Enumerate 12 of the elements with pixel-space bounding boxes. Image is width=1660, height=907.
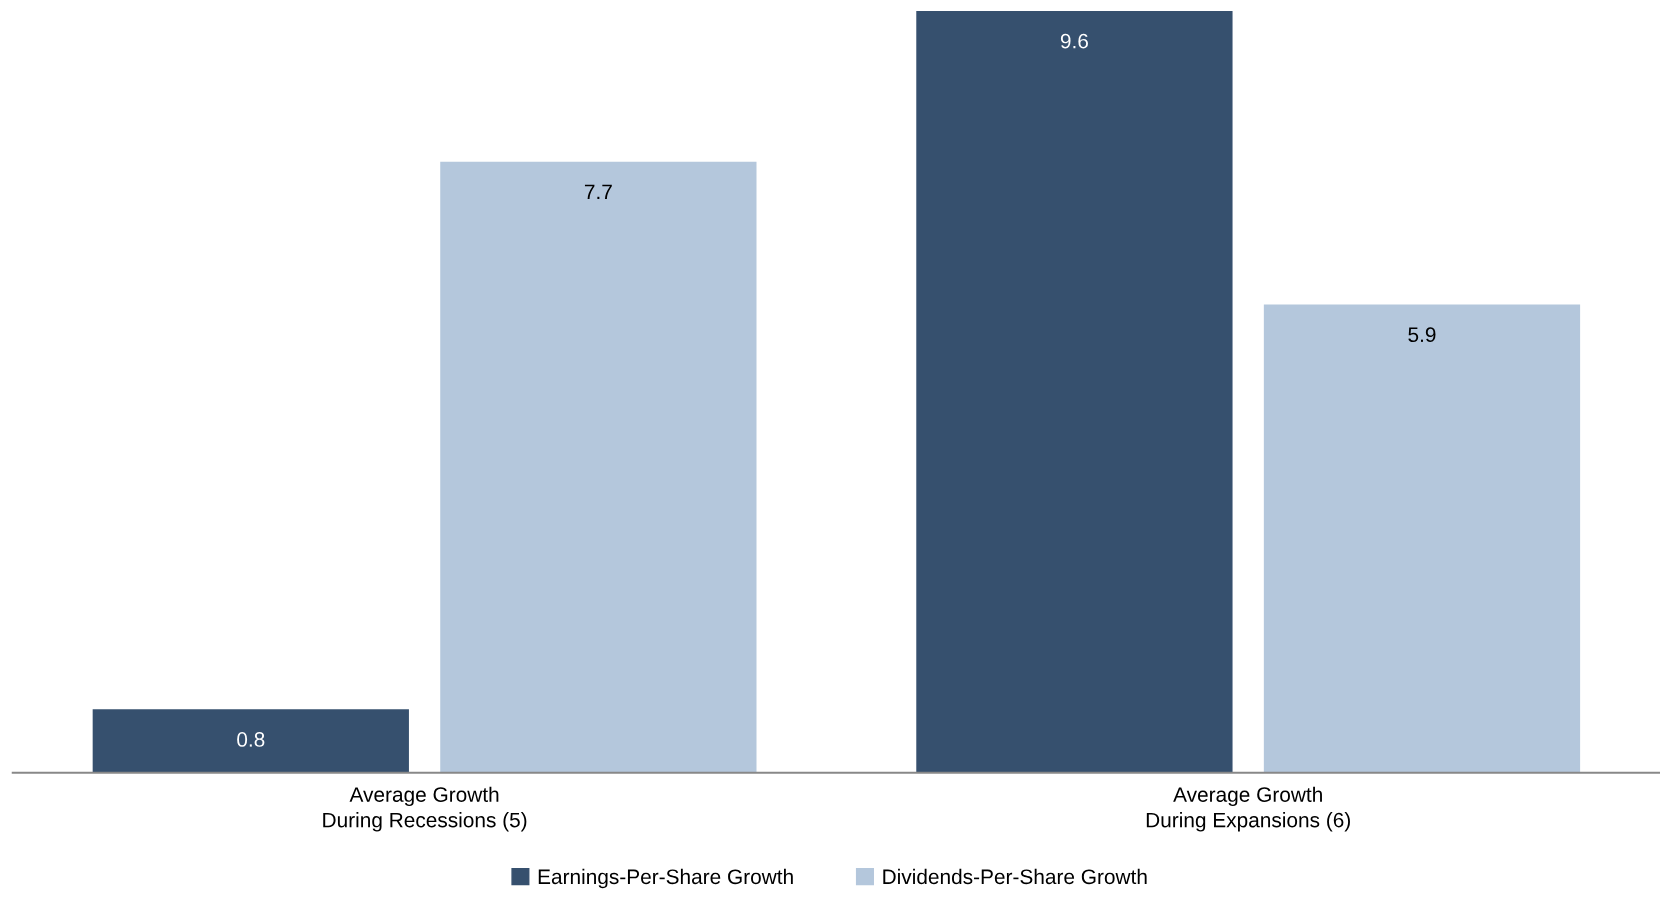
bar	[92, 709, 409, 773]
bar	[1263, 304, 1581, 773]
bar	[916, 10, 1233, 773]
x-tick-label: Average Growth During Recessions (5)	[323, 786, 527, 832]
data-label: 7.7	[584, 184, 612, 200]
legend-label: Dividends-Per-Share Growth	[883, 868, 1147, 885]
data-label: 0.8	[237, 732, 265, 747]
legend-label: Earnings-Per-Share Growth	[538, 868, 793, 889]
x-tick-label: Average Growth During Expansions (6)	[1146, 786, 1350, 832]
bar	[440, 161, 757, 773]
data-label: 5.9	[1408, 327, 1436, 343]
data-label: 9.6	[1060, 33, 1088, 49]
